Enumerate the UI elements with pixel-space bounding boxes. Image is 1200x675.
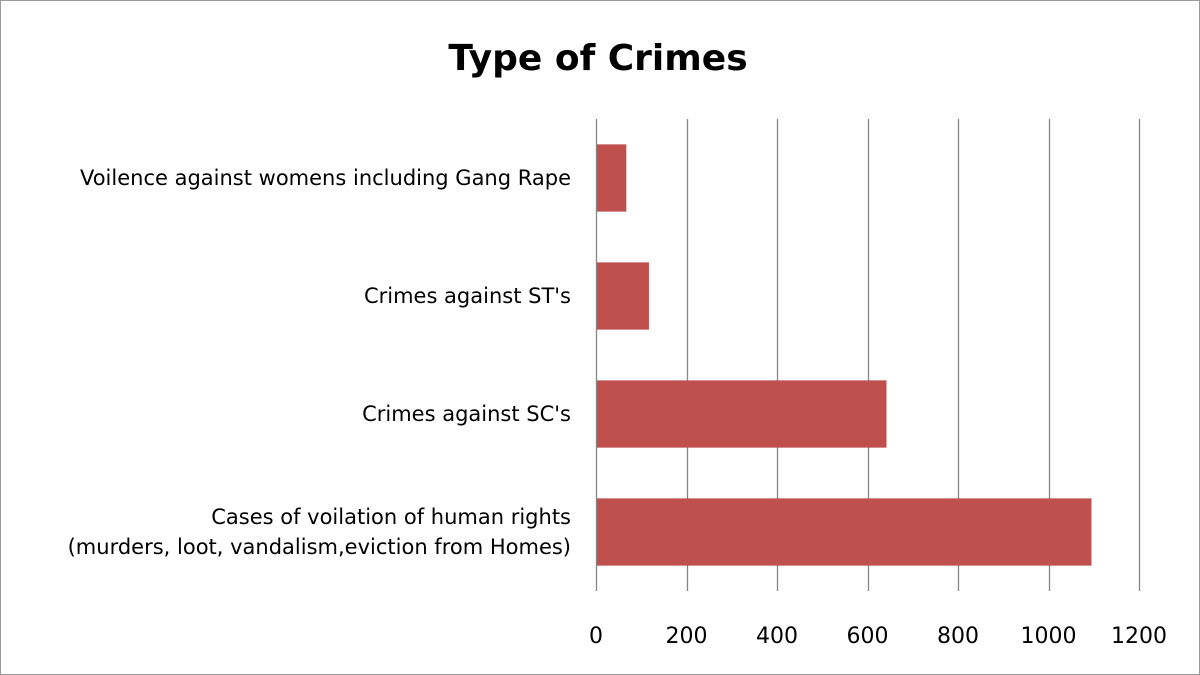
bar xyxy=(597,144,627,212)
x-tick-label: 800 xyxy=(937,624,979,649)
x-axis-tick-labels: 0 200 400 600 800 1000 1200 xyxy=(589,624,1167,649)
chart-title: Type of Crimes xyxy=(448,38,747,79)
x-tick-label: 0 xyxy=(589,624,603,649)
gridlines xyxy=(595,119,1141,591)
bar xyxy=(597,262,649,330)
category-labels: Cases of voilation of human rights (murde… xyxy=(68,166,571,559)
x-tick-label: 600 xyxy=(847,624,889,649)
bars xyxy=(597,144,1092,566)
category-label: Cases of voilation of human rights xyxy=(211,505,571,529)
bar xyxy=(597,380,887,448)
x-tick-label: 200 xyxy=(666,624,708,649)
x-tick-label: 1200 xyxy=(1111,624,1167,649)
category-label: Crimes against SC's xyxy=(362,402,571,426)
category-label: Voilence against womens including Gang R… xyxy=(80,166,571,190)
category-label: Crimes against ST's xyxy=(364,284,571,308)
bar xyxy=(597,498,1092,566)
category-label: (murders, loot, vandalism,eviction from … xyxy=(68,535,571,559)
x-tick-label: 1000 xyxy=(1021,624,1077,649)
x-tick-label: 400 xyxy=(756,624,798,649)
